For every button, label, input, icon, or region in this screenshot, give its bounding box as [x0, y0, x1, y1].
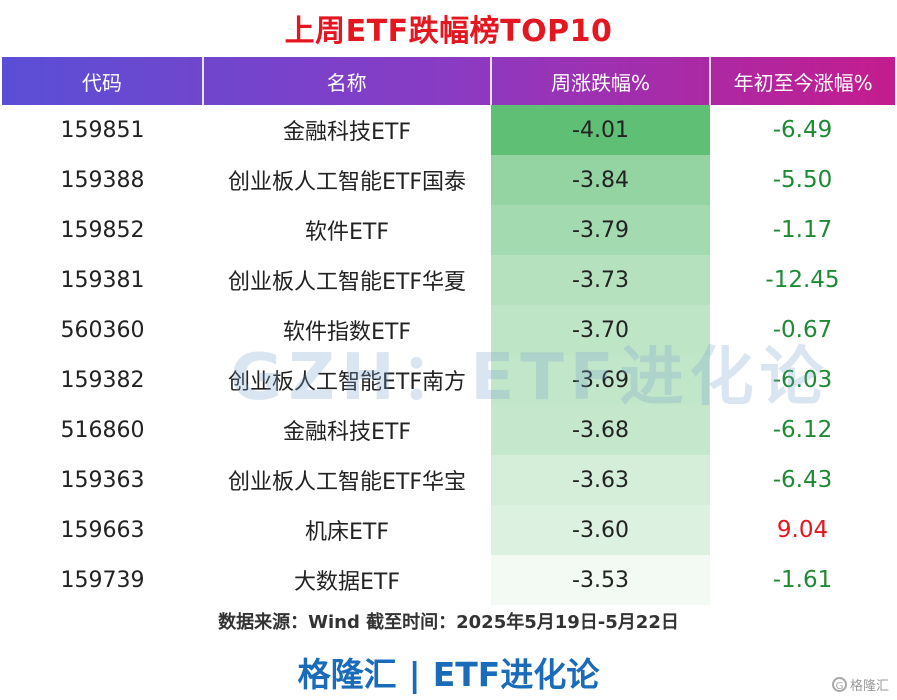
table-row: 560360 软件指数ETF -3.70 -0.67 [2, 305, 895, 355]
footer-brand: 格隆汇 | ETF进化论 [0, 648, 897, 696]
cell-week-change: -3.53 [491, 555, 710, 605]
cell-name: 创业板人工智能ETF华宝 [228, 470, 466, 495]
cell-code: 159739 [60, 567, 145, 593]
logo-icon: G [831, 677, 847, 692]
cell-ytd-change: -6.12 [772, 417, 833, 443]
cell-ytd-change: -5.50 [772, 167, 833, 193]
cell-week-change: -4.01 [491, 105, 710, 155]
cell-ytd-change: 9.04 [776, 517, 829, 543]
footer-brand-left: 格隆汇 [297, 655, 397, 694]
data-source-note: 数据来源：Wind 截至时间：2025年5月19日-5月22日 [218, 612, 679, 633]
table-row: 159388 创业板人工智能ETF国泰 -3.84 -5.50 [2, 155, 895, 205]
cell-name: 软件ETF [305, 220, 389, 245]
cell-name: 金融科技ETF [283, 420, 411, 445]
cell-ytd-change: -1.17 [772, 217, 833, 243]
header-ytd-change: 年初至今涨幅% [709, 57, 895, 105]
cell-name: 金融科技ETF [283, 120, 411, 145]
table-row: 159739 大数据ETF -3.53 -1.61 [2, 555, 895, 605]
cell-name: 创业板人工智能ETF南方 [228, 370, 466, 395]
cell-name: 大数据ETF [294, 570, 400, 595]
cell-week-change: -3.69 [491, 355, 710, 405]
cell-code: 159852 [60, 217, 145, 243]
ranking-table: 代码 名称 周涨跌幅% 年初至今涨幅% 159851 金融科技ETF -4.01 -6… [2, 57, 895, 605]
cell-week-change: -3.60 [491, 505, 710, 555]
cell-ytd-change: -12.45 [765, 267, 840, 293]
table-body: 159851 金融科技ETF -4.01 -6.49 159388 创业板人工智能ETF国… [2, 105, 895, 605]
header-week-change: 周涨跌幅% [489, 57, 710, 105]
cell-code: 159381 [60, 267, 145, 293]
cell-code: 159388 [60, 167, 145, 193]
footer-divider: | [408, 655, 421, 694]
cell-ytd-change: -6.43 [772, 467, 833, 493]
cell-ytd-change: -6.03 [772, 367, 833, 393]
cell-week-change: -3.73 [491, 255, 710, 305]
table-row: 159381 创业板人工智能ETF华夏 -3.73 -12.45 [2, 255, 895, 305]
cell-week-change: -3.70 [491, 305, 710, 355]
cell-code: 560360 [60, 317, 145, 343]
cell-code: 159363 [60, 467, 145, 493]
page-title: 上周ETF跌幅榜TOP10 [284, 14, 613, 49]
cell-week-change: -3.63 [491, 455, 710, 505]
cell-name: 创业板人工智能ETF国泰 [228, 170, 466, 195]
cell-ytd-change: -1.61 [772, 567, 833, 593]
table-row: 159663 机床ETF -3.60 9.04 [2, 505, 895, 555]
cell-ytd-change: -0.67 [772, 317, 833, 343]
cell-code: 159663 [60, 517, 145, 543]
logo: G 格隆汇 [831, 675, 889, 694]
table-row: 159363 创业板人工智能ETF华宝 -3.63 -6.43 [2, 455, 895, 505]
cell-name: 创业板人工智能ETF华夏 [228, 270, 466, 295]
table-row: 159852 软件ETF -3.79 -1.17 [2, 205, 895, 255]
table-row: 159382 创业板人工智能ETF南方 -3.69 -6.03 [2, 355, 895, 405]
cell-code: 516860 [60, 417, 145, 443]
header-name: 名称 [201, 57, 490, 105]
cell-week-change: -3.79 [491, 205, 710, 255]
cell-code: 159382 [60, 367, 145, 393]
cell-week-change: -3.68 [491, 405, 710, 455]
table-header: 代码 名称 周涨跌幅% 年初至今涨幅% [2, 57, 895, 105]
cell-name: 机床ETF [305, 520, 389, 545]
table-row: 159851 金融科技ETF -4.01 -6.49 [2, 105, 895, 155]
table-row: 516860 金融科技ETF -3.68 -6.12 [2, 405, 895, 455]
footer-brand-right: ETF进化论 [432, 655, 600, 694]
header-code: 代码 [81, 70, 122, 95]
cell-week-change: -3.84 [491, 155, 710, 205]
cell-name: 软件指数ETF [283, 320, 411, 345]
cell-ytd-change: -6.49 [772, 117, 833, 143]
logo-text: 格隆汇 [849, 679, 889, 694]
cell-code: 159851 [60, 117, 145, 143]
